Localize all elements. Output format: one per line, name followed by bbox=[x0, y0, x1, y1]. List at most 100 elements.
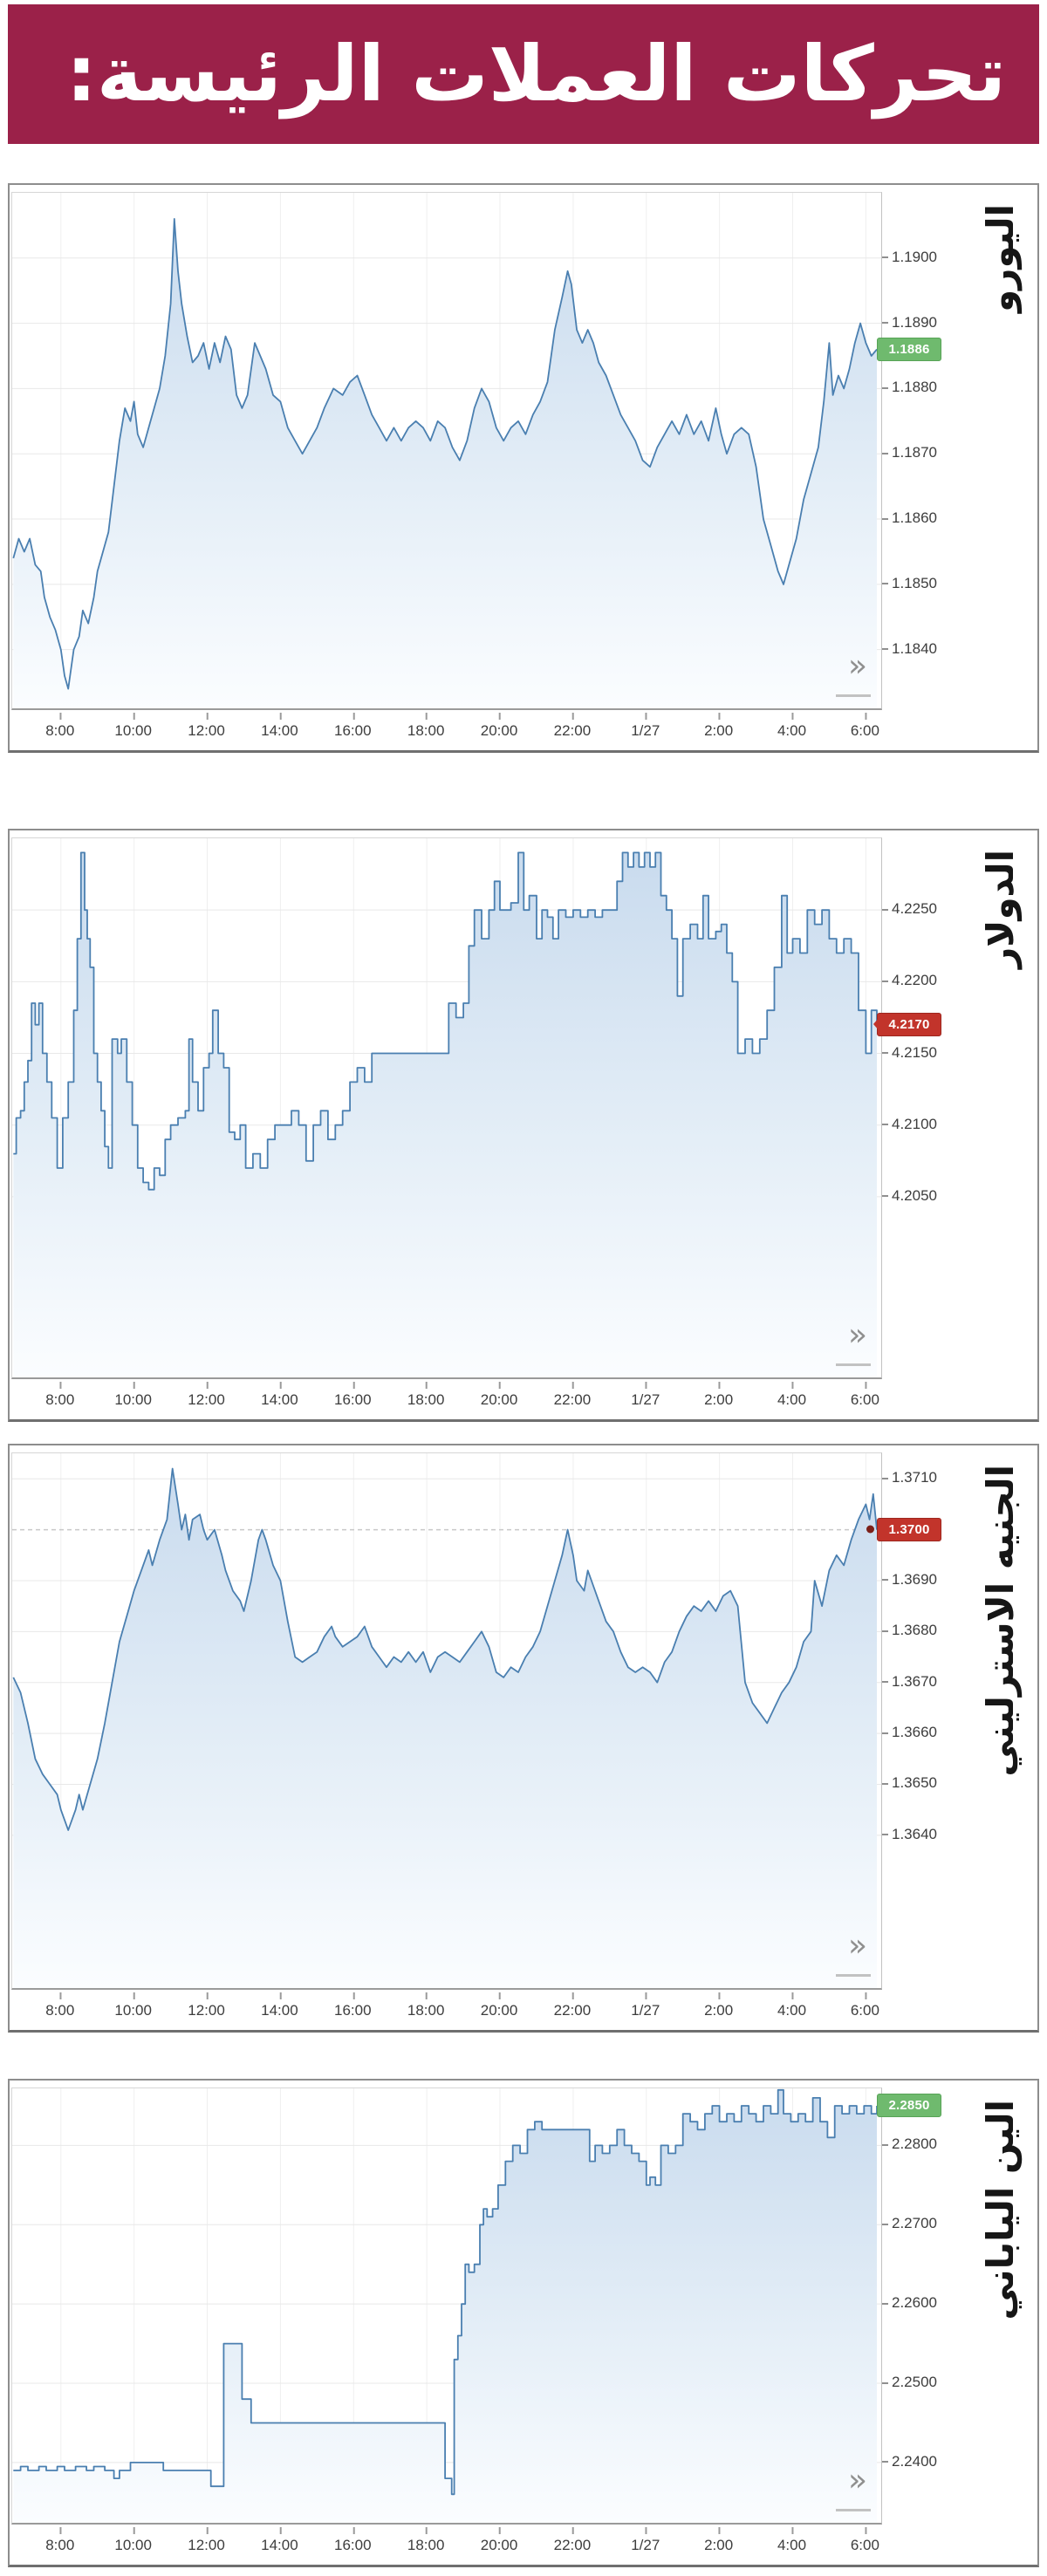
x-axis-tick-label: 8:00 bbox=[45, 2527, 75, 2553]
x-axis-tick-label: 20:00 bbox=[480, 713, 518, 739]
x-axis-tick-label: 18:00 bbox=[407, 2527, 445, 2553]
chart-panel-dollar: » 4.2170 4.2250 4.2200 4.2150 4.2100 4.2050 … bbox=[8, 829, 1039, 1422]
currency-label-column: اليورو bbox=[964, 192, 1037, 710]
y-axis-tick-label: 4.2250 bbox=[882, 901, 937, 917]
x-axis-tick-label: 12:00 bbox=[188, 713, 225, 739]
y-axis-tick-label: 2.2600 bbox=[882, 2295, 937, 2311]
x-axis-tick-label: 10:00 bbox=[114, 1382, 152, 1408]
expand-handle-bar bbox=[836, 2509, 871, 2511]
current-price-badge: 4.2170 bbox=[873, 1012, 941, 1036]
x-axis-tick-label: 20:00 bbox=[480, 1992, 518, 2019]
x-axis-tick-label: 16:00 bbox=[333, 1382, 372, 1408]
x-axis-tick-label: 1/27 bbox=[631, 2527, 660, 2553]
y-axis-tick-label: 2.2500 bbox=[882, 2374, 937, 2390]
y-axis: 4.2170 4.2250 4.2200 4.2150 4.2100 4.2050 bbox=[873, 837, 964, 1379]
x-axis: 8:00 10:00 12:00 14:00 16:00 18:00 20:00 22:00 1… bbox=[11, 1381, 882, 1419]
x-axis-tick-label: 22:00 bbox=[553, 713, 592, 739]
y-axis-tick-label: 1.1900 bbox=[882, 249, 937, 265]
x-axis-tick-label: 10:00 bbox=[114, 713, 152, 739]
x-axis-tick-label: 16:00 bbox=[333, 2527, 372, 2553]
x-axis-tick-label: 8:00 bbox=[45, 1992, 75, 2019]
chart-panel-japanese-yen: » 2.2850 2.2800 2.2700 2.2600 2.2500 2.2400 … bbox=[8, 2079, 1039, 2567]
x-axis-tick-label: 14:00 bbox=[261, 713, 298, 739]
currency-label-column: الين الياباني bbox=[964, 2087, 1037, 2525]
x-axis-tick-label: 6:00 bbox=[850, 1382, 879, 1408]
price-area-chart bbox=[12, 193, 881, 708]
x-axis-tick-label: 4:00 bbox=[777, 2527, 807, 2553]
x-axis-tick-label: 18:00 bbox=[407, 1382, 445, 1408]
x-axis-tick-label: 1/27 bbox=[631, 1992, 660, 2019]
chart-panel-euro: » 1.1886 1.1900 1.1890 1.1880 1.1870 1.1860 1… bbox=[8, 183, 1039, 753]
x-axis-tick-label: 22:00 bbox=[553, 1992, 592, 2019]
y-axis-tick-label: 2.2400 bbox=[882, 2453, 937, 2470]
current-price-badge: 1.1886 bbox=[877, 337, 941, 361]
y-axis-tick-label: 4.2150 bbox=[882, 1044, 937, 1061]
x-axis-tick-label: 18:00 bbox=[407, 713, 445, 739]
current-price-badge: 2.2850 bbox=[877, 2093, 941, 2117]
x-axis-tick-label: 6:00 bbox=[850, 713, 879, 739]
expand-icon[interactable]: » bbox=[847, 2463, 867, 2498]
x-axis-tick-label: 14:00 bbox=[261, 1382, 298, 1408]
y-axis-tick-label: 1.3690 bbox=[882, 1571, 937, 1588]
y-axis-tick-label: 1.1880 bbox=[882, 379, 937, 395]
price-area-chart bbox=[12, 838, 881, 1377]
y-axis-tick-label: 1.3670 bbox=[882, 1673, 937, 1690]
y-axis-tick-label: 4.2200 bbox=[882, 973, 937, 988]
expand-icon[interactable]: » bbox=[847, 648, 867, 684]
plot-area: » bbox=[11, 192, 882, 710]
y-axis-tick-label: 1.1860 bbox=[882, 510, 937, 526]
plot-area: » bbox=[11, 1452, 882, 1990]
price-area-chart bbox=[12, 1453, 881, 1988]
header-banner: تحركات العملات الرئيسة: bbox=[8, 4, 1039, 144]
x-axis-tick-label: 22:00 bbox=[553, 2527, 592, 2553]
x-axis-tick-label: 20:00 bbox=[480, 2527, 518, 2553]
currency-label: الدولار bbox=[979, 850, 1022, 968]
x-axis-tick-label: 6:00 bbox=[850, 2527, 879, 2553]
plot-area: » bbox=[11, 837, 882, 1379]
expand-icon[interactable]: » bbox=[847, 1928, 867, 1964]
currency-label: اليورو bbox=[979, 204, 1022, 312]
y-axis-tick-label: 2.2800 bbox=[882, 2136, 937, 2152]
currency-label: الجنيه الاسترليني bbox=[979, 1465, 1022, 1777]
x-axis-tick-label: 16:00 bbox=[333, 1992, 372, 2019]
expand-icon[interactable]: » bbox=[847, 1317, 867, 1353]
x-axis-tick-label: 2:00 bbox=[704, 1382, 734, 1408]
x-axis-tick-label: 10:00 bbox=[114, 1992, 152, 2019]
x-axis-tick-label: 20:00 bbox=[480, 1382, 518, 1408]
y-axis-tick-label: 1.1850 bbox=[882, 575, 937, 591]
x-axis: 8:00 10:00 12:00 14:00 16:00 18:00 20:00 22:00 1… bbox=[11, 2526, 882, 2565]
page-title: تحركات العملات الرئيسة: bbox=[65, 29, 1006, 119]
plot-area: » bbox=[11, 2087, 882, 2525]
expand-handle-bar bbox=[836, 1974, 871, 1977]
x-axis-tick-label: 4:00 bbox=[777, 1382, 807, 1408]
y-axis-tick-label: 1.3680 bbox=[882, 1623, 937, 1638]
current-price-badge: 1.3700 bbox=[877, 1517, 941, 1541]
x-axis-tick-label: 8:00 bbox=[45, 1382, 75, 1408]
x-axis-tick-label: 2:00 bbox=[704, 1992, 734, 2019]
y-axis-tick-label: 4.2100 bbox=[882, 1116, 937, 1132]
y-axis-tick-label: 1.3660 bbox=[882, 1725, 937, 1740]
chart-panel-pound-sterling: » 1.3700 1.3710 1.3690 1.3680 1.3670 1.3660 1… bbox=[8, 1444, 1039, 2033]
currency-label: الين الياباني bbox=[979, 2100, 1022, 2320]
y-axis-tick-label: 1.3650 bbox=[882, 1775, 937, 1791]
x-axis-tick-label: 2:00 bbox=[704, 713, 734, 739]
x-axis-tick-label: 12:00 bbox=[188, 2527, 225, 2553]
y-axis-tick-label: 1.3640 bbox=[882, 1826, 937, 1842]
expand-handle-bar bbox=[836, 1363, 871, 1366]
x-axis: 8:00 10:00 12:00 14:00 16:00 18:00 20:00 22:00 1… bbox=[11, 712, 882, 750]
y-axis-tick-label: 4.2050 bbox=[882, 1187, 937, 1204]
y-axis: 1.3700 1.3710 1.3690 1.3680 1.3670 1.3660 1.3… bbox=[877, 1452, 964, 1990]
x-axis-tick-label: 6:00 bbox=[850, 1992, 879, 2019]
x-axis-tick-label: 1/27 bbox=[631, 1382, 660, 1408]
y-axis: 2.2850 2.2800 2.2700 2.2600 2.2500 2.2400 bbox=[877, 2087, 964, 2525]
x-axis-tick-label: 4:00 bbox=[777, 713, 807, 739]
currency-label-column: الجنيه الاسترليني bbox=[964, 1452, 1037, 1990]
y-axis-tick-label: 2.2700 bbox=[882, 2216, 937, 2231]
x-axis-tick-label: 1/27 bbox=[631, 713, 660, 739]
y-axis-tick-label: 1.3710 bbox=[882, 1470, 937, 1486]
charts-container: » 1.1886 1.1900 1.1890 1.1880 1.1870 1.1860 1… bbox=[8, 183, 1039, 2567]
x-axis-tick-label: 2:00 bbox=[704, 2527, 734, 2553]
x-axis-tick-label: 8:00 bbox=[45, 713, 75, 739]
x-axis-tick-label: 18:00 bbox=[407, 1992, 445, 2019]
